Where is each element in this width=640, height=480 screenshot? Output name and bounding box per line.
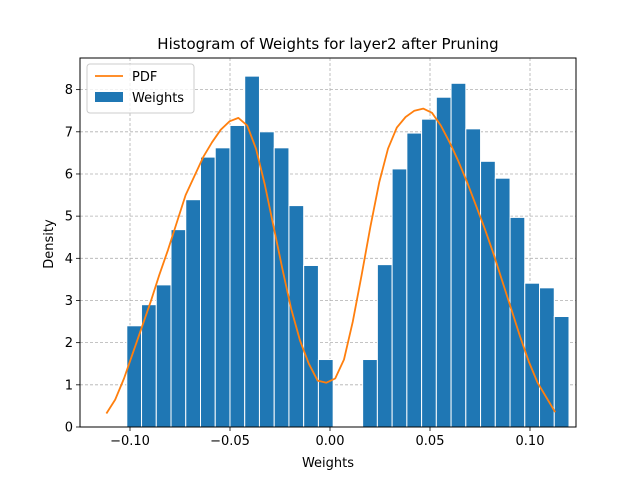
x-tick-label: 0.05	[416, 434, 445, 449]
histogram-bar	[406, 132, 423, 428]
pdf-curve	[105, 107, 556, 414]
histogram-bar	[553, 316, 570, 428]
histogram-bar	[480, 160, 496, 428]
x-axis: −0.10 −0.05 0.00 0.05 0.10	[110, 427, 544, 449]
histogram-bar	[376, 264, 393, 428]
histogram-bar	[229, 124, 246, 428]
legend-label-weights: Weights	[132, 91, 184, 106]
x-tick-label: −0.05	[210, 434, 250, 449]
histogram-bar	[200, 156, 216, 428]
histogram-bar	[244, 75, 260, 428]
histogram-bar	[126, 325, 143, 428]
histogram-bar	[421, 118, 437, 428]
legend-swatch-weights	[95, 92, 123, 102]
histogram-bar	[362, 359, 378, 428]
legend-label-pdf: PDF	[132, 70, 157, 85]
histogram-bar	[509, 216, 526, 428]
y-tick-label: 4	[65, 252, 73, 267]
histogram-bar	[170, 229, 187, 428]
histogram-bar	[288, 205, 305, 428]
histogram-bar	[303, 264, 319, 428]
y-tick-label: 5	[65, 210, 73, 225]
histogram-bar	[465, 128, 482, 428]
histogram-bar	[494, 177, 511, 428]
x-axis-label: Weights	[302, 456, 354, 471]
y-tick-label: 3	[65, 294, 73, 309]
histogram-bar	[450, 82, 467, 428]
x-tick-label: 0.10	[516, 434, 545, 449]
histogram-bar	[214, 147, 231, 428]
y-tick-label: 8	[65, 83, 73, 98]
legend: PDF Weights	[86, 63, 195, 114]
plot-frame	[79, 57, 577, 428]
histogram-bar	[185, 199, 201, 428]
histogram-bar	[258, 131, 275, 428]
histogram-bar	[317, 359, 334, 428]
x-tick-label: −0.10	[110, 434, 150, 449]
histogram-bar	[155, 284, 172, 428]
y-tick-label: 0	[65, 421, 73, 436]
histogram-bar	[391, 168, 408, 428]
y-tick-label: 2	[65, 336, 73, 351]
histogram-bar	[435, 96, 452, 428]
y-axis: 0 1 2 3 4 5 6 7 8	[65, 83, 80, 436]
y-axis-label: Density	[42, 219, 57, 269]
x-tick-label: 0.00	[316, 434, 345, 449]
y-tick-label: 7	[65, 125, 73, 140]
y-tick-label: 6	[65, 167, 73, 182]
histogram-bars	[126, 75, 570, 428]
y-tick-label: 1	[65, 378, 73, 393]
pdf-line	[105, 107, 556, 414]
chart-title: Histogram of Weights for layer2 after Pr…	[157, 35, 498, 53]
